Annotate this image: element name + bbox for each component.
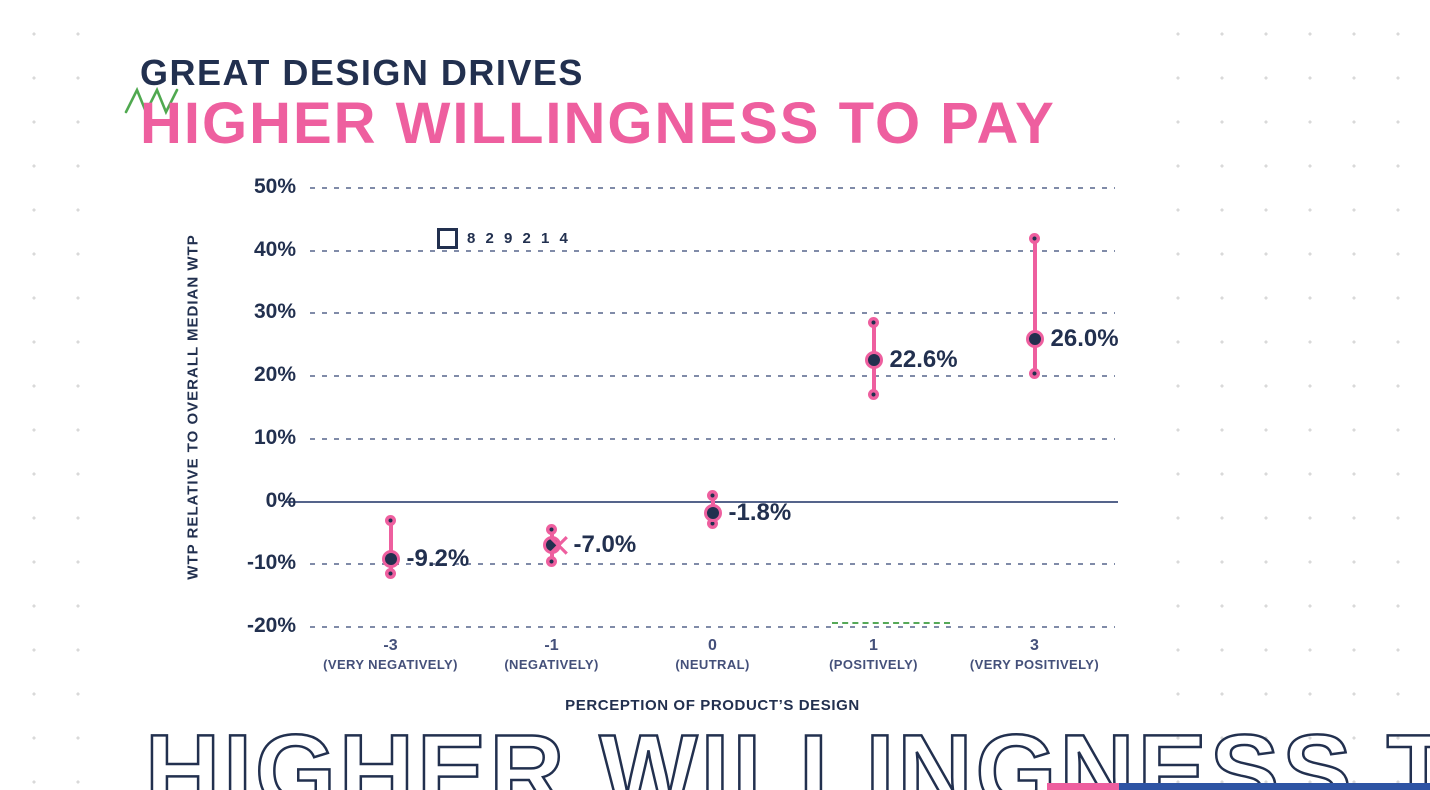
- y-tick-label: 0%: [265, 488, 296, 512]
- gridline-30: [310, 312, 1115, 315]
- x-tick-label: 3: [1030, 637, 1039, 654]
- y-axis-label: WTP RELATIVE TO OVERALL MEDIAN WTP: [184, 234, 202, 580]
- median-marker: [1025, 329, 1044, 348]
- y-tick-label: 50%: [253, 175, 296, 198]
- x-tick-sublabel: (POSITIVELY): [829, 657, 918, 672]
- x-axis-label: PERCEPTION OF PRODUCT’S DESIGN: [565, 697, 860, 714]
- range-endpoint-high: [707, 489, 718, 501]
- stock-id-digits: 8 2 9 2 1 4: [467, 230, 571, 247]
- x-tick-sublabel: (VERY NEGATIVELY): [323, 657, 458, 672]
- x-tick-label: 0: [708, 637, 717, 654]
- gridline--10: [310, 563, 1115, 566]
- range-line: [1032, 238, 1037, 373]
- data-label: 26.0%: [1050, 324, 1119, 352]
- data-label: -1.8%: [728, 498, 792, 526]
- range-endpoint-low: [868, 389, 879, 401]
- median-marker: [703, 503, 722, 522]
- range-endpoint-high: [1029, 232, 1040, 244]
- green-dashed-annotation: [832, 622, 950, 624]
- x-tick-sublabel: (VERY POSITIVELY): [969, 657, 1100, 672]
- median-marker: [864, 350, 883, 369]
- bottom-pink-strip: [1047, 783, 1119, 790]
- background-watermark-text: HIGHER WILLINGNESS T: [144, 713, 1430, 790]
- stock-id-annotation: 8 2 9 2 1 4: [437, 228, 571, 249]
- gridline-20: [310, 375, 1115, 378]
- x-tick-label: -3: [383, 637, 398, 654]
- range-endpoint-low: [707, 518, 718, 530]
- x-tick-sublabel: (NEGATIVELY): [504, 657, 599, 672]
- slide-white-panel: [118, 26, 1150, 790]
- y-tick-label: 10%: [253, 425, 296, 449]
- median-marker: [381, 550, 400, 569]
- y-tick-label: 20%: [253, 363, 296, 387]
- square-icon: [437, 228, 458, 249]
- y-tick-label: 40%: [253, 237, 296, 261]
- gridline-40: [310, 249, 1115, 252]
- range-endpoint-high: [385, 514, 396, 526]
- range-endpoint-high: [546, 524, 557, 536]
- title-line-2: HIGHER WILLINGNESS TO PAY: [140, 91, 1056, 156]
- x-marker: ✕: [545, 528, 572, 565]
- bottom-blue-strip: [1119, 783, 1430, 790]
- range-endpoint-low: [385, 568, 396, 580]
- range-line: [388, 520, 393, 574]
- x-tick-label: -1: [544, 637, 559, 654]
- data-label: -7.0%: [573, 531, 637, 559]
- median-marker: [542, 536, 561, 555]
- y-tick-label: 30%: [253, 300, 296, 324]
- range-endpoint-low: [1029, 367, 1040, 379]
- data-label: 22.6%: [889, 345, 958, 373]
- gridline-10: [310, 437, 1115, 440]
- gridline-50: [310, 187, 1115, 189]
- title-line-1: GREAT DESIGN DRIVES: [140, 52, 584, 93]
- y-tick-label: -20%: [246, 614, 296, 637]
- range-endpoint-high: [868, 317, 879, 329]
- data-label: -9.2%: [406, 545, 470, 573]
- range-endpoint-low: [546, 555, 557, 567]
- gridline--20: [310, 626, 1115, 628]
- x-tick-sublabel: (NEUTRAL): [675, 657, 750, 672]
- gridline-0: [284, 500, 1118, 503]
- green-scribble-decoration: [124, 86, 179, 116]
- y-tick-label: -10%: [246, 551, 296, 575]
- chart-title: GREAT DESIGN DRIVES HIGHER WILLINGNESS T…: [124, 52, 1056, 157]
- x-tick-label: 1: [869, 637, 878, 654]
